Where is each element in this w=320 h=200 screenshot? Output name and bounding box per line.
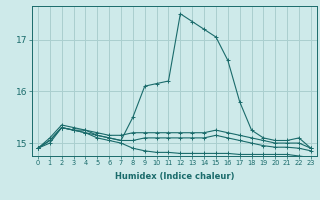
X-axis label: Humidex (Indice chaleur): Humidex (Indice chaleur)	[115, 172, 234, 181]
